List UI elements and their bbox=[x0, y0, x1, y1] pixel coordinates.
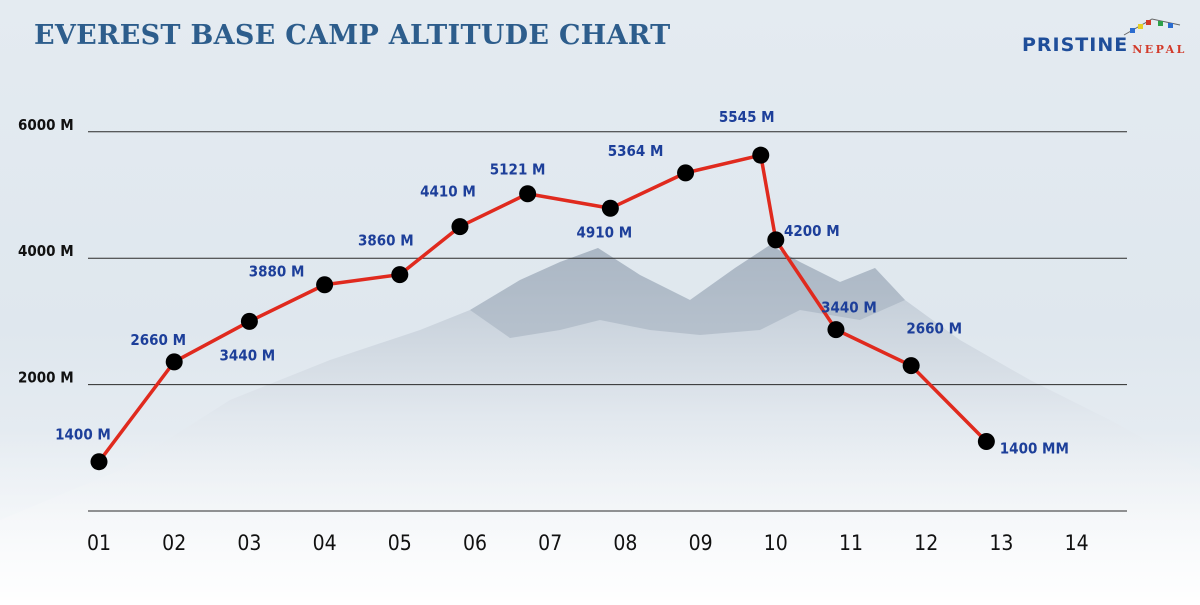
data-point-marker bbox=[519, 185, 537, 203]
series-line bbox=[97, 153, 988, 463]
data-point-marker bbox=[90, 453, 108, 471]
x-tick-label: 11 bbox=[839, 531, 863, 555]
data-point-label: 2660 M bbox=[130, 331, 186, 349]
data-point-marker bbox=[240, 312, 258, 330]
data-point-marker bbox=[767, 231, 785, 249]
data-point-label: 3440 M bbox=[220, 346, 276, 364]
logo-subtitle: NEPAL bbox=[1132, 42, 1187, 56]
data-point-marker bbox=[165, 353, 183, 371]
data-point-label: 3860 M bbox=[358, 232, 414, 250]
data-point-marker bbox=[316, 276, 334, 294]
y-tick-label: 2000 M bbox=[18, 369, 74, 387]
chart-title: EVEREST BASE CAMP ALTITUDE CHART bbox=[34, 20, 671, 51]
data-point-label: 4910 M bbox=[577, 223, 633, 241]
x-tick-label: 10 bbox=[764, 531, 788, 555]
x-tick-label: 07 bbox=[538, 531, 562, 555]
data-point-marker bbox=[451, 218, 469, 236]
x-tick-label: 13 bbox=[989, 531, 1013, 555]
prayer-flag-icon bbox=[1123, 18, 1181, 36]
logo-wordmark: PRISTINE bbox=[1022, 34, 1129, 56]
x-tick-label: 01 bbox=[87, 531, 111, 555]
data-point-marker bbox=[752, 146, 770, 164]
data-point-label: 2660 M bbox=[906, 320, 962, 338]
x-tick-label: 06 bbox=[463, 531, 487, 555]
x-tick-label: 08 bbox=[613, 531, 637, 555]
y-tick-label: 6000 M bbox=[18, 116, 74, 134]
x-tick-label: 09 bbox=[689, 531, 713, 555]
x-tick-label: 12 bbox=[914, 531, 938, 555]
data-point-label: 1400 MM bbox=[1000, 439, 1069, 457]
y-tick-label: 4000 M bbox=[18, 242, 74, 260]
data-point-marker bbox=[601, 199, 619, 217]
x-tick-label: 03 bbox=[237, 531, 261, 555]
data-point-marker bbox=[677, 164, 695, 182]
data-point-label: 3440 M bbox=[821, 299, 877, 317]
data-point-label: 4200 M bbox=[784, 222, 840, 240]
data-point-marker bbox=[391, 266, 409, 284]
data-point-marker bbox=[977, 432, 995, 450]
data-point-label: 4410 M bbox=[420, 183, 476, 201]
x-tick-label: 14 bbox=[1065, 531, 1089, 555]
x-tick-label: 02 bbox=[162, 531, 186, 555]
x-tick-label: 04 bbox=[313, 531, 337, 555]
data-point-label: 1400 M bbox=[55, 426, 111, 444]
data-point-marker bbox=[827, 321, 845, 339]
data-point-label: 5545 M bbox=[719, 108, 775, 126]
data-point-label: 5121 M bbox=[490, 161, 546, 179]
data-point-label: 3880 M bbox=[249, 263, 305, 281]
data-point-label: 5364 M bbox=[608, 142, 664, 160]
x-tick-label: 05 bbox=[388, 531, 412, 555]
brand-logo[interactable]: PRISTINE NEPAL bbox=[1022, 18, 1187, 58]
data-point-marker bbox=[902, 357, 920, 375]
